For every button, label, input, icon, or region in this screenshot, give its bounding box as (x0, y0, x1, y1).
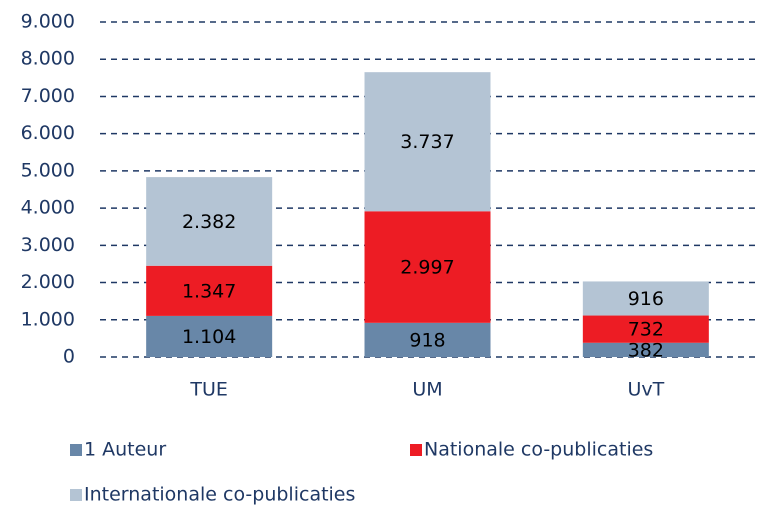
bar-segment (146, 315, 273, 357)
legend-label: 1 Auteur (84, 439, 166, 461)
data-label: 918 (409, 329, 445, 351)
data-label: 2.382 (182, 211, 236, 233)
y-tick-label: 8.000 (21, 48, 75, 70)
y-tick-label: 4.000 (21, 197, 75, 219)
data-label: 916 (628, 288, 664, 310)
data-label: 732 (628, 319, 664, 341)
y-tick-label: 0 (63, 346, 75, 368)
x-tick-label: UM (412, 379, 442, 401)
x-tick-label: TUE (189, 379, 228, 401)
data-label: 2.997 (400, 257, 454, 279)
data-label: 1.347 (182, 280, 236, 302)
data-label: 3.737 (400, 131, 454, 153)
y-tick-label: 1.000 (21, 308, 75, 330)
bar-segment (582, 342, 709, 357)
y-tick-label: 5.000 (21, 159, 75, 181)
legend-swatch (70, 489, 82, 501)
bar-segment (364, 322, 491, 357)
bar-segment (582, 281, 709, 316)
legend-label: Nationale co-publicaties (424, 439, 653, 461)
bar-segment (582, 315, 709, 343)
bar-segment (364, 72, 491, 212)
x-tick-label: UvT (627, 379, 664, 401)
y-tick-label: 7.000 (21, 85, 75, 107)
y-tick-label: 6.000 (21, 122, 75, 144)
legend-swatch (410, 444, 422, 456)
y-tick-label: 3.000 (21, 234, 75, 256)
y-tick-label: 2.000 (21, 271, 75, 293)
data-label: 382 (628, 339, 664, 361)
legend-label: Internationale co-publicaties (84, 484, 355, 506)
bar-segment (146, 177, 273, 266)
bar-segment (364, 211, 491, 323)
bar-segment (146, 265, 273, 316)
data-label: 1.104 (182, 326, 236, 348)
y-tick-label: 9.000 (21, 11, 75, 33)
legend-swatch (70, 444, 82, 456)
